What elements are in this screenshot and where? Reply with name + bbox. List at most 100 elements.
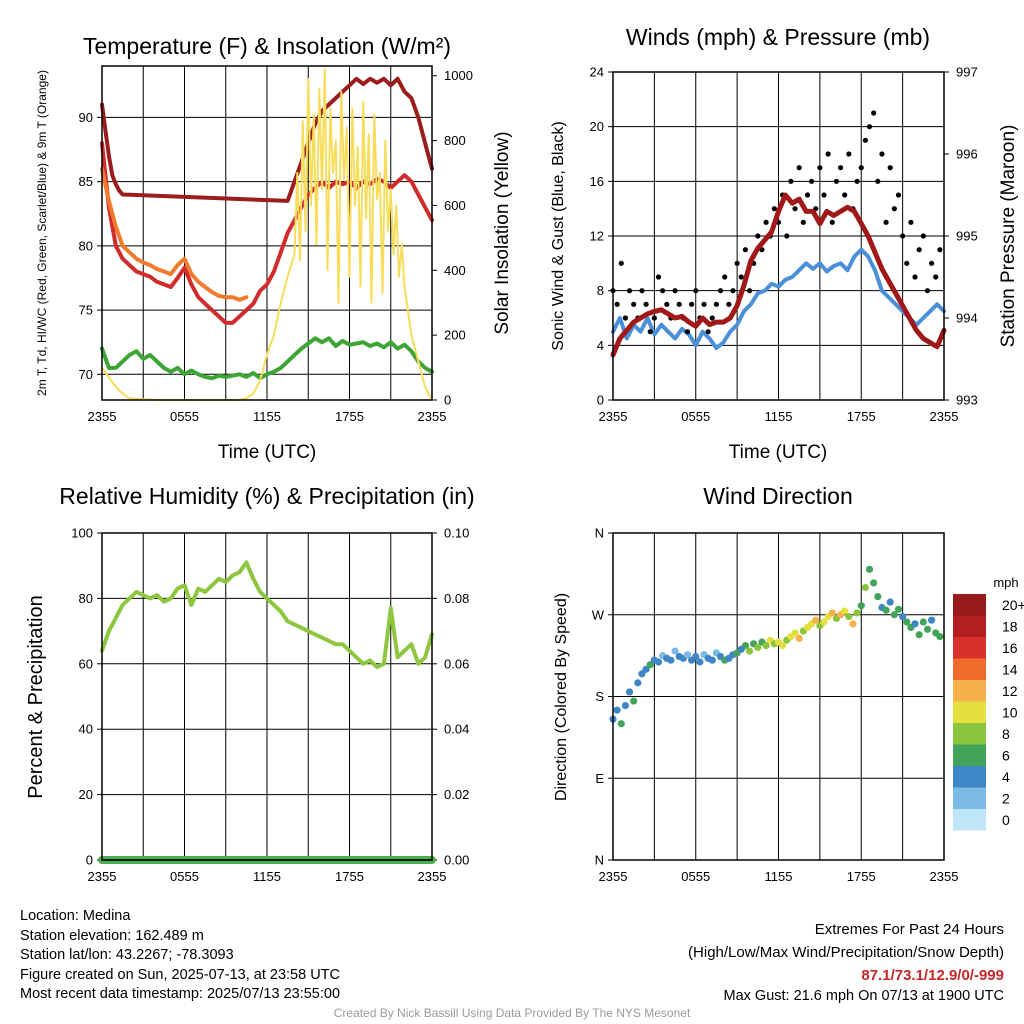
gust-point [693,288,699,294]
gust-point [631,301,637,307]
direction-point [853,609,861,617]
x-tick-label: 0555 [170,409,199,424]
panel-1: 2355 0555 1155 1755 2355 70 75 80 85 90 0 200 400 600… [35,33,513,463]
direction-point [903,618,911,626]
y-tick-label: 20 [79,787,93,802]
gust-point [713,301,720,307]
gust-point [825,151,831,157]
chart-title: Wind Direction [703,483,853,509]
y-tick-label: 80 [79,238,93,253]
direction-point [741,642,750,650]
max-gust: Max Gust: 21.6 mph On 07/13 at 1900 UTC [723,988,1004,1004]
gust-point [655,274,662,280]
gust-point [734,260,740,266]
gust-point [891,206,897,212]
direction-point [828,609,836,617]
y-tick-label: E [595,771,604,786]
x-tick-label: 0555 [170,869,199,884]
direction-point [642,665,650,673]
gust-point [672,288,678,294]
y2-tick-label: 0.10 [444,526,469,541]
gust-point [821,192,827,198]
y2-tick-label: 997 [956,65,978,80]
direction-point [936,632,944,641]
gust-point [771,206,777,212]
x-tick-label: 2355 [930,869,959,884]
station-location: Location: Medina [20,908,131,924]
x-tick-label: 1755 [335,869,364,884]
y-tick-label: 75 [79,303,93,318]
series-line-3 [100,76,434,203]
y-tick-label: 100 [71,526,93,541]
gust-point [647,329,653,335]
gust-point [755,233,761,239]
y-tick-label: 40 [79,722,93,737]
chart-title: Temperature (F) & Insolation (W/m²) [83,33,451,59]
y-tick-label: N [595,526,604,541]
y-tick-label: N [595,853,604,868]
gust-point [883,219,889,225]
direction-point [820,618,828,626]
colorbar-tick-label: 4 [1002,769,1010,785]
series-line-4 [100,336,434,381]
extremes-values: 87.1/73.1/12.9/0/-999 [861,967,1004,984]
y-tick-label: 0 [597,393,604,408]
colorbar-tick-label: 0 [1002,812,1010,828]
direction-point [708,656,716,664]
gust-point [701,301,707,307]
colorbar-swatch [953,701,986,723]
direction-point [696,658,704,666]
direction-point [899,612,907,621]
y-tick-label: 16 [590,174,604,189]
direction-point [882,606,890,614]
gust-point [875,178,881,184]
gust-point [705,329,711,335]
gust-point [651,315,657,321]
gust-point [900,233,906,239]
x-tick-label: 1755 [847,869,876,884]
y2-tick-label: 0.04 [444,722,469,737]
gust-point [614,301,620,307]
plot-border [612,71,945,401]
gust-point [618,260,624,266]
gust-point [920,233,926,239]
series-line-5 [101,68,433,401]
direction-point [890,611,898,619]
colorbar-tick-label: 6 [1002,747,1010,763]
gust-point [933,274,939,280]
gust-point [871,110,877,116]
direction-point [613,706,621,714]
y2-tick-label: 400 [444,263,466,278]
gust-point [916,247,922,253]
colorbar-swatch [953,637,986,659]
x-tick-label: 1755 [847,409,876,424]
gust-point [833,178,840,184]
y-axis-label: 2m T, Td, HI/WC (Red, Green, Scarlet/Blu… [35,70,49,396]
gust-point [908,219,914,225]
extremes-subtitle: (High/Low/Max Wind/Precipitation/Snow De… [688,944,1004,961]
gust-point [792,206,798,212]
gust-point [904,260,910,266]
x-tick-label: 1155 [253,409,281,424]
x-axis-label: Time (UTC) [729,442,828,463]
direction-point [754,643,762,652]
x-tick-label: 2355 [88,409,117,424]
direction-point [812,616,820,624]
direction-point [617,720,625,728]
y2-axis-label: Solar Insolation (Yellow) [492,131,513,334]
station-latlon: Station lat/lon: 43.2267; -78.3093 [20,947,234,963]
x-tick-label: 2355 [88,869,117,884]
direction-point [915,631,923,639]
gust-point [866,124,873,130]
gust-point [730,288,736,294]
y2-tick-label: 600 [444,198,466,213]
direction-point [845,612,853,621]
x-tick-label: 0555 [681,869,710,884]
direction-point [927,616,936,624]
gust-point [738,274,744,280]
gust-point [887,165,893,171]
y2-tick-label: 996 [956,147,978,162]
gust-point [664,301,670,307]
colorbar-tick-label: 14 [1002,661,1018,677]
